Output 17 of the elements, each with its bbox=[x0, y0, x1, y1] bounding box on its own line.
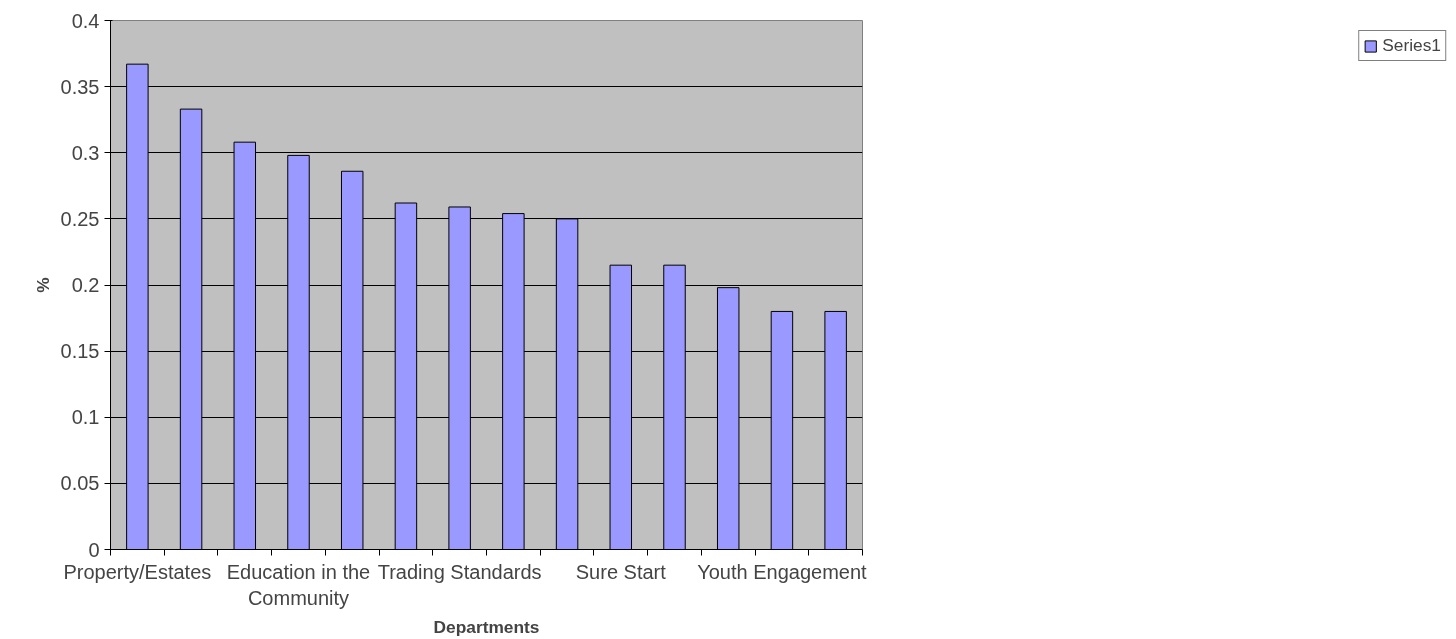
x-tick-label: Trading Standards bbox=[377, 560, 542, 583]
y-tick-label: 0.05 bbox=[60, 472, 100, 495]
y-axis-title: % bbox=[32, 277, 53, 293]
y-tick-label: 0.25 bbox=[60, 207, 100, 230]
y-tick-label: 0.1 bbox=[71, 406, 100, 429]
y-tick-label: 0.15 bbox=[60, 340, 100, 363]
y-tick-label: 0.3 bbox=[71, 141, 100, 164]
x-tick-label: Youth Engagement bbox=[697, 560, 868, 583]
y-tick-label: 0.2 bbox=[71, 274, 100, 296]
y-tick-label: 0.35 bbox=[60, 75, 100, 98]
y-tick-label: 0.4 bbox=[71, 9, 100, 32]
x-axis-title: Departments bbox=[433, 616, 540, 637]
y-tick-label: 0 bbox=[88, 538, 100, 561]
x-tick-label: Education in the Community bbox=[226, 560, 371, 609]
x-tick-label: Sure Start bbox=[575, 560, 667, 583]
legend-label: Series1 bbox=[1382, 35, 1441, 56]
x-tick-label: Property/Estates bbox=[63, 560, 212, 583]
